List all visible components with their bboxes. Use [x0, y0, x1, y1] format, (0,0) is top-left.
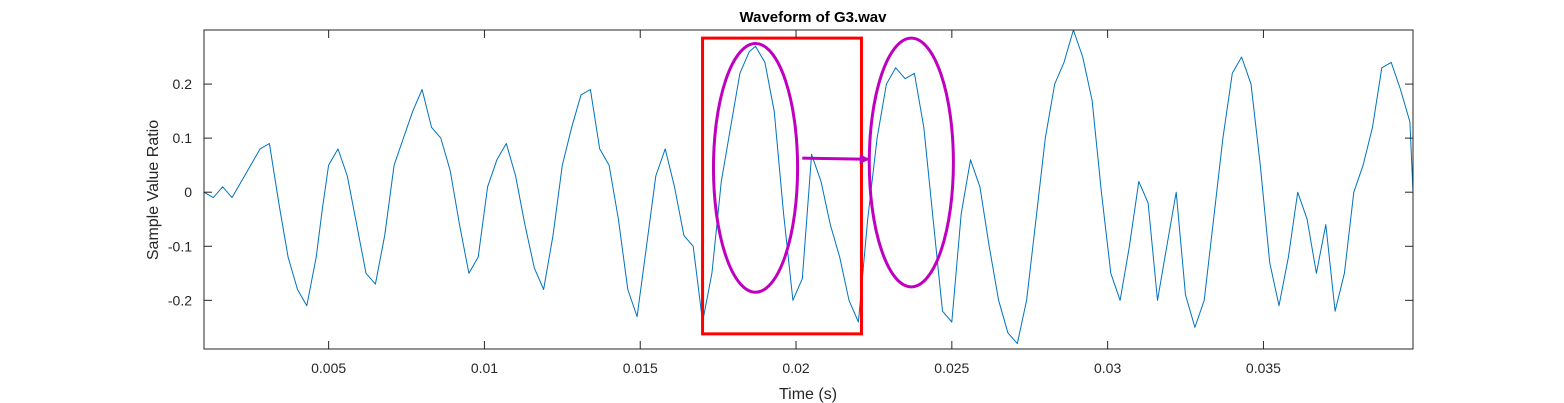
axes-layer: 0.005 0.01 0.015 0.02 0.025 0.03 0.035 0.2 0.1 0 -…: [168, 29, 1414, 376]
x-tick-label: 0.01: [471, 360, 498, 376]
x-tick-label: 0.025: [934, 360, 969, 376]
x-tick-label: 0.02: [782, 360, 809, 376]
highlight-arrow: [802, 154, 870, 165]
annotation-layer: [701, 36, 955, 336]
axes-box: [203, 29, 1414, 350]
highlight-ellipse-1: [711, 42, 800, 294]
x-tick-label: 0.035: [1246, 360, 1281, 376]
x-tick-label: 0.03: [1094, 360, 1121, 376]
y-axis-label: Sample Value Ratio: [145, 120, 162, 260]
x-axis-label: Time (s): [779, 386, 837, 403]
y-tick-label: 0.1: [173, 130, 193, 146]
chart-title: Waveform of G3.wav: [740, 9, 888, 26]
y-tick-label: -0.1: [168, 238, 192, 254]
y-tick-label: 0.2: [173, 76, 193, 92]
x-tick-label: 0.005: [311, 360, 346, 376]
y-tick-label: 0: [184, 184, 192, 200]
series-line-0: [203, 29, 1414, 345]
y-tick-label: -0.2: [168, 292, 192, 308]
series-layer: [203, 29, 1414, 345]
highlight-rectangle: [701, 36, 863, 336]
x-tick-label: 0.015: [623, 360, 658, 376]
